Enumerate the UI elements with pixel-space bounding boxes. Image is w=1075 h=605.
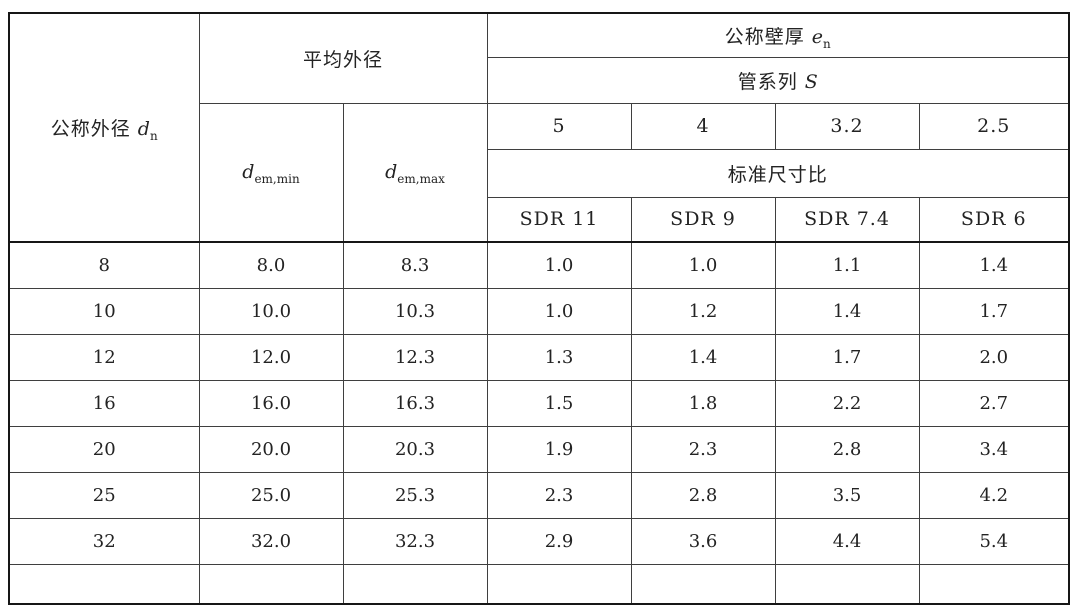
header-sdr-9: SDR 9 xyxy=(630,196,776,243)
d-em-min-symbol: d xyxy=(242,161,255,184)
table-cell: 16.0 xyxy=(198,379,344,427)
header-row-3: dem,min dem,max 5 4 3.2 2.5 xyxy=(9,102,1070,243)
header-series-3-2: 3.2 xyxy=(774,102,920,150)
table-cell: 20 xyxy=(8,425,200,473)
table-cell: 1.8 xyxy=(630,379,776,427)
pipe-series-symbol: S xyxy=(804,70,818,93)
header-d-em-min: dem,min xyxy=(198,102,344,243)
header-mean-od: 平均外径 xyxy=(198,12,488,104)
header-row-1: 公称外径 dn 平均外径 公称壁厚 en xyxy=(8,12,1070,243)
table-cell: 10.0 xyxy=(198,287,344,335)
table-cell: 1.2 xyxy=(630,287,776,335)
spec-table: 公称外径 dn 平均外径 公称壁厚 en 管系列 S dem,min dem,max … xyxy=(8,12,1071,605)
table-cell: 1.7 xyxy=(918,287,1070,335)
table-row: 16 16.0 16.3 1.5 1.8 2.2 2.7 xyxy=(8,379,1070,427)
header-row-5: SDR 11 SDR 9 SDR 7.4 SDR 6 xyxy=(9,196,1070,243)
table-cell: 25 xyxy=(8,471,200,519)
header-d-em-max: dem,max xyxy=(342,102,488,243)
table-cell: 1.9 xyxy=(486,425,632,473)
table-cell xyxy=(630,563,776,605)
table-cell xyxy=(774,563,920,605)
header-row-2: 管系列 S xyxy=(9,56,1070,104)
header-sdr-7-4: SDR 7.4 xyxy=(774,196,920,243)
table-cell: 1.1 xyxy=(774,241,920,289)
table-cell: 16 xyxy=(8,379,200,427)
wall-thickness-symbol: e xyxy=(811,25,824,48)
table-body: 8 8.0 8.3 1.0 1.0 1.1 1.4 10 10.0 10.3 1.0 1.2 1.4 1.… xyxy=(8,241,1070,605)
table-cell: 12.0 xyxy=(198,333,344,381)
table-cell: 10 xyxy=(8,287,200,335)
table-cell xyxy=(918,563,1070,605)
d-em-min-subscript: em,min xyxy=(254,172,300,187)
table-cell: 2.9 xyxy=(486,517,632,565)
table-row: 8 8.0 8.3 1.0 1.0 1.1 1.4 xyxy=(8,241,1070,289)
wall-thickness-label: 公称壁厚 xyxy=(724,25,805,48)
table-cell: 4.4 xyxy=(774,517,920,565)
nominal-od-symbol: d xyxy=(137,118,150,140)
table-cell: 25.3 xyxy=(342,471,488,519)
header-pipe-series: 管系列 S xyxy=(486,56,1070,104)
table-cell: 1.0 xyxy=(630,241,776,289)
table-cell: 1.4 xyxy=(630,333,776,381)
pipe-series-label: 管系列 xyxy=(737,70,798,93)
table-cell: 2.8 xyxy=(630,471,776,519)
table-cell: 32.0 xyxy=(198,517,344,565)
table-cell xyxy=(8,563,200,605)
table-cell: 1.7 xyxy=(774,333,920,381)
table-cell: 32.3 xyxy=(342,517,488,565)
header-sdr-11: SDR 11 xyxy=(486,196,632,243)
d-em-max-symbol: d xyxy=(385,161,398,184)
table-cell: 1.4 xyxy=(774,287,920,335)
table-row: 12 12.0 12.3 1.3 1.4 1.7 2.0 xyxy=(8,333,1070,381)
table-row: 32 32.0 32.3 2.9 3.6 4.4 5.4 xyxy=(8,517,1070,565)
table-cell: 1.5 xyxy=(486,379,632,427)
table-cell: 8.0 xyxy=(198,241,344,289)
table-cell: 16.3 xyxy=(342,379,488,427)
table-cell: 2.7 xyxy=(918,379,1070,427)
table-cell: 32 xyxy=(8,517,200,565)
header-sdr-6: SDR 6 xyxy=(918,196,1070,243)
header-series-2-5: 2.5 xyxy=(918,102,1070,150)
table-cell: 4.2 xyxy=(918,471,1070,519)
table-cell: 8 xyxy=(8,241,200,289)
table-cell: 20.3 xyxy=(342,425,488,473)
nominal-od-label: 公称外径 xyxy=(50,118,131,140)
table-cell: 5.4 xyxy=(918,517,1070,565)
table-row: 25 25.0 25.3 2.3 2.8 3.5 4.2 xyxy=(8,471,1070,519)
table-cell xyxy=(486,563,632,605)
header-series-4: 4 xyxy=(630,102,776,150)
table-cell: 1.4 xyxy=(918,241,1070,289)
table-cell: 1.0 xyxy=(486,287,632,335)
table-header: 公称外径 dn 平均外径 公称壁厚 en 管系列 S dem,min dem,max … xyxy=(8,12,1070,243)
table-cell: 2.3 xyxy=(630,425,776,473)
nominal-od-subscript: n xyxy=(149,128,158,143)
table-cell: 1.0 xyxy=(486,241,632,289)
table-cell: 20.0 xyxy=(198,425,344,473)
table-cell: 25.0 xyxy=(198,471,344,519)
wall-thickness-subscript: n xyxy=(823,36,831,51)
table-cell: 3.6 xyxy=(630,517,776,565)
header-wall-thickness: 公称壁厚 en xyxy=(486,12,1070,58)
header-series-5: 5 xyxy=(486,102,632,150)
pipe-dimension-table: 公称外径 dn 平均外径 公称壁厚 en 管系列 S dem,min dem,max … xyxy=(8,12,1071,605)
header-sdr-label: 标准尺寸比 xyxy=(486,148,1070,198)
table-cell: 1.3 xyxy=(486,333,632,381)
table-cell: 10.3 xyxy=(342,287,488,335)
header-nominal-od: 公称外径 dn xyxy=(8,12,200,243)
table-row: 20 20.0 20.3 1.9 2.3 2.8 3.4 xyxy=(8,425,1070,473)
table-cell: 2.8 xyxy=(774,425,920,473)
table-cell: 2.2 xyxy=(774,379,920,427)
table-cell: 12.3 xyxy=(342,333,488,381)
table-cell xyxy=(198,563,344,605)
table-cell: 8.3 xyxy=(342,241,488,289)
table-cell: 3.4 xyxy=(918,425,1070,473)
table-row-partial xyxy=(8,563,1070,605)
table-cell: 2.0 xyxy=(918,333,1070,381)
table-cell: 12 xyxy=(8,333,200,381)
table-row: 10 10.0 10.3 1.0 1.2 1.4 1.7 xyxy=(8,287,1070,335)
table-cell: 3.5 xyxy=(774,471,920,519)
d-em-max-subscript: em,max xyxy=(397,172,445,187)
table-cell: 2.3 xyxy=(486,471,632,519)
table-cell xyxy=(342,563,488,605)
